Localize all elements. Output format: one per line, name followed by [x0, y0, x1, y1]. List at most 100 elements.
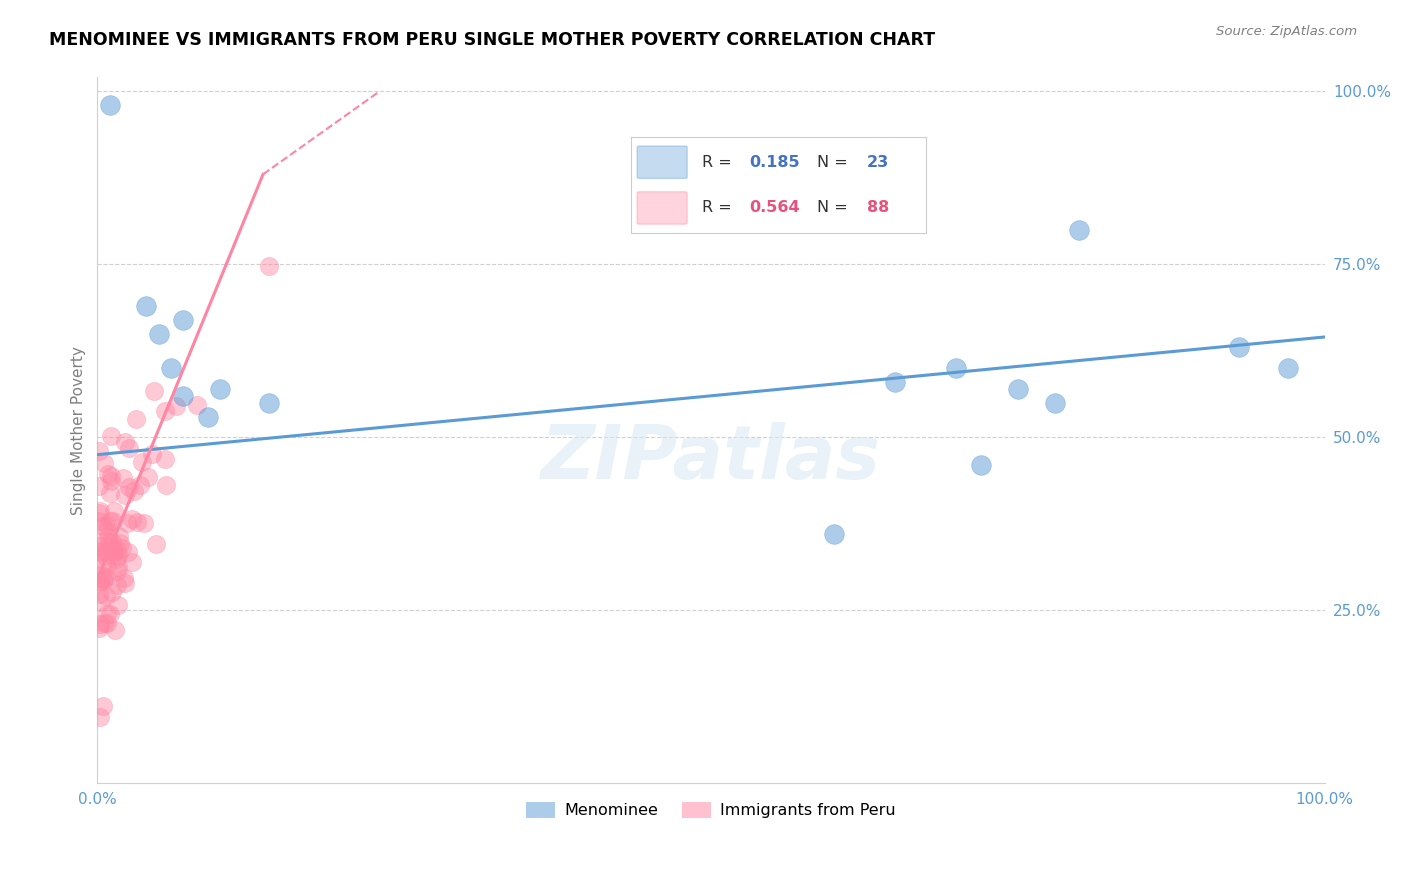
Point — [127, 515, 149, 529]
Point — [823, 209, 845, 223]
Point — [100, 429, 122, 443]
Point — [103, 504, 125, 518]
Point — [94, 589, 117, 603]
Point — [115, 516, 138, 530]
Point — [111, 471, 134, 485]
Point — [186, 398, 208, 412]
Point — [91, 698, 114, 713]
Point — [1043, 395, 1066, 409]
Point — [87, 506, 110, 520]
Point — [125, 412, 148, 426]
Point — [93, 456, 115, 470]
Point — [117, 442, 139, 456]
Point — [96, 559, 118, 574]
Point — [1227, 340, 1250, 354]
Point — [87, 587, 110, 601]
Point — [96, 518, 118, 533]
Point — [100, 469, 122, 483]
Point — [105, 564, 128, 578]
Point — [107, 598, 129, 612]
Point — [93, 518, 115, 533]
Text: ZIPatlas: ZIPatlas — [541, 422, 882, 495]
Point — [103, 514, 125, 528]
Point — [98, 541, 121, 555]
Point — [122, 484, 145, 499]
Point — [96, 616, 118, 631]
Point — [160, 361, 183, 376]
Point — [108, 535, 131, 549]
Point — [117, 545, 139, 559]
Point — [114, 576, 136, 591]
Point — [103, 543, 125, 558]
Point — [93, 572, 115, 586]
Point — [103, 545, 125, 559]
Point — [153, 452, 176, 467]
Point — [90, 534, 112, 549]
Y-axis label: Single Mother Poverty: Single Mother Poverty — [72, 346, 86, 515]
Point — [135, 299, 157, 313]
Text: Source: ZipAtlas.com: Source: ZipAtlas.com — [1216, 25, 1357, 38]
Point — [153, 404, 176, 418]
Point — [98, 514, 121, 528]
Point — [107, 529, 129, 543]
Point — [97, 467, 120, 482]
Point — [89, 617, 111, 632]
Point — [970, 458, 993, 472]
Point — [197, 409, 219, 424]
Point — [90, 544, 112, 558]
Point — [131, 455, 153, 469]
Point — [107, 559, 129, 574]
Point — [94, 570, 117, 584]
Point — [172, 389, 194, 403]
Point — [1007, 382, 1029, 396]
Point — [209, 382, 232, 396]
Point — [128, 478, 150, 492]
Point — [89, 504, 111, 518]
Point — [101, 535, 124, 549]
Point — [105, 542, 128, 557]
Point — [945, 361, 967, 376]
Point — [87, 443, 110, 458]
Point — [96, 607, 118, 622]
Point — [89, 710, 111, 724]
Point — [103, 545, 125, 559]
Point — [89, 574, 111, 588]
Point — [114, 487, 136, 501]
Point — [148, 326, 170, 341]
Point — [87, 621, 110, 635]
Point — [114, 435, 136, 450]
Point — [97, 530, 120, 544]
Point — [1069, 223, 1091, 237]
Point — [98, 534, 121, 549]
Point — [145, 536, 167, 550]
Point — [96, 524, 118, 538]
Point — [104, 623, 127, 637]
Point — [89, 595, 111, 609]
Point — [91, 557, 114, 571]
Point — [87, 540, 110, 554]
Point — [884, 375, 907, 389]
Point — [257, 259, 280, 273]
Point — [105, 577, 128, 591]
Point — [87, 514, 110, 528]
Point — [98, 485, 121, 500]
Point — [172, 312, 194, 326]
Point — [91, 572, 114, 586]
Point — [101, 584, 124, 599]
Point — [94, 549, 117, 563]
Point — [94, 543, 117, 558]
Point — [90, 568, 112, 582]
Point — [138, 470, 160, 484]
Point — [105, 552, 128, 566]
Point — [121, 512, 143, 526]
Point — [100, 474, 122, 488]
Point — [142, 384, 165, 399]
Point — [134, 516, 156, 530]
Point — [87, 479, 110, 493]
Point — [93, 616, 115, 631]
Point — [121, 555, 143, 569]
Point — [1277, 361, 1299, 376]
Point — [118, 480, 141, 494]
Point — [165, 399, 187, 413]
Point — [98, 607, 121, 621]
